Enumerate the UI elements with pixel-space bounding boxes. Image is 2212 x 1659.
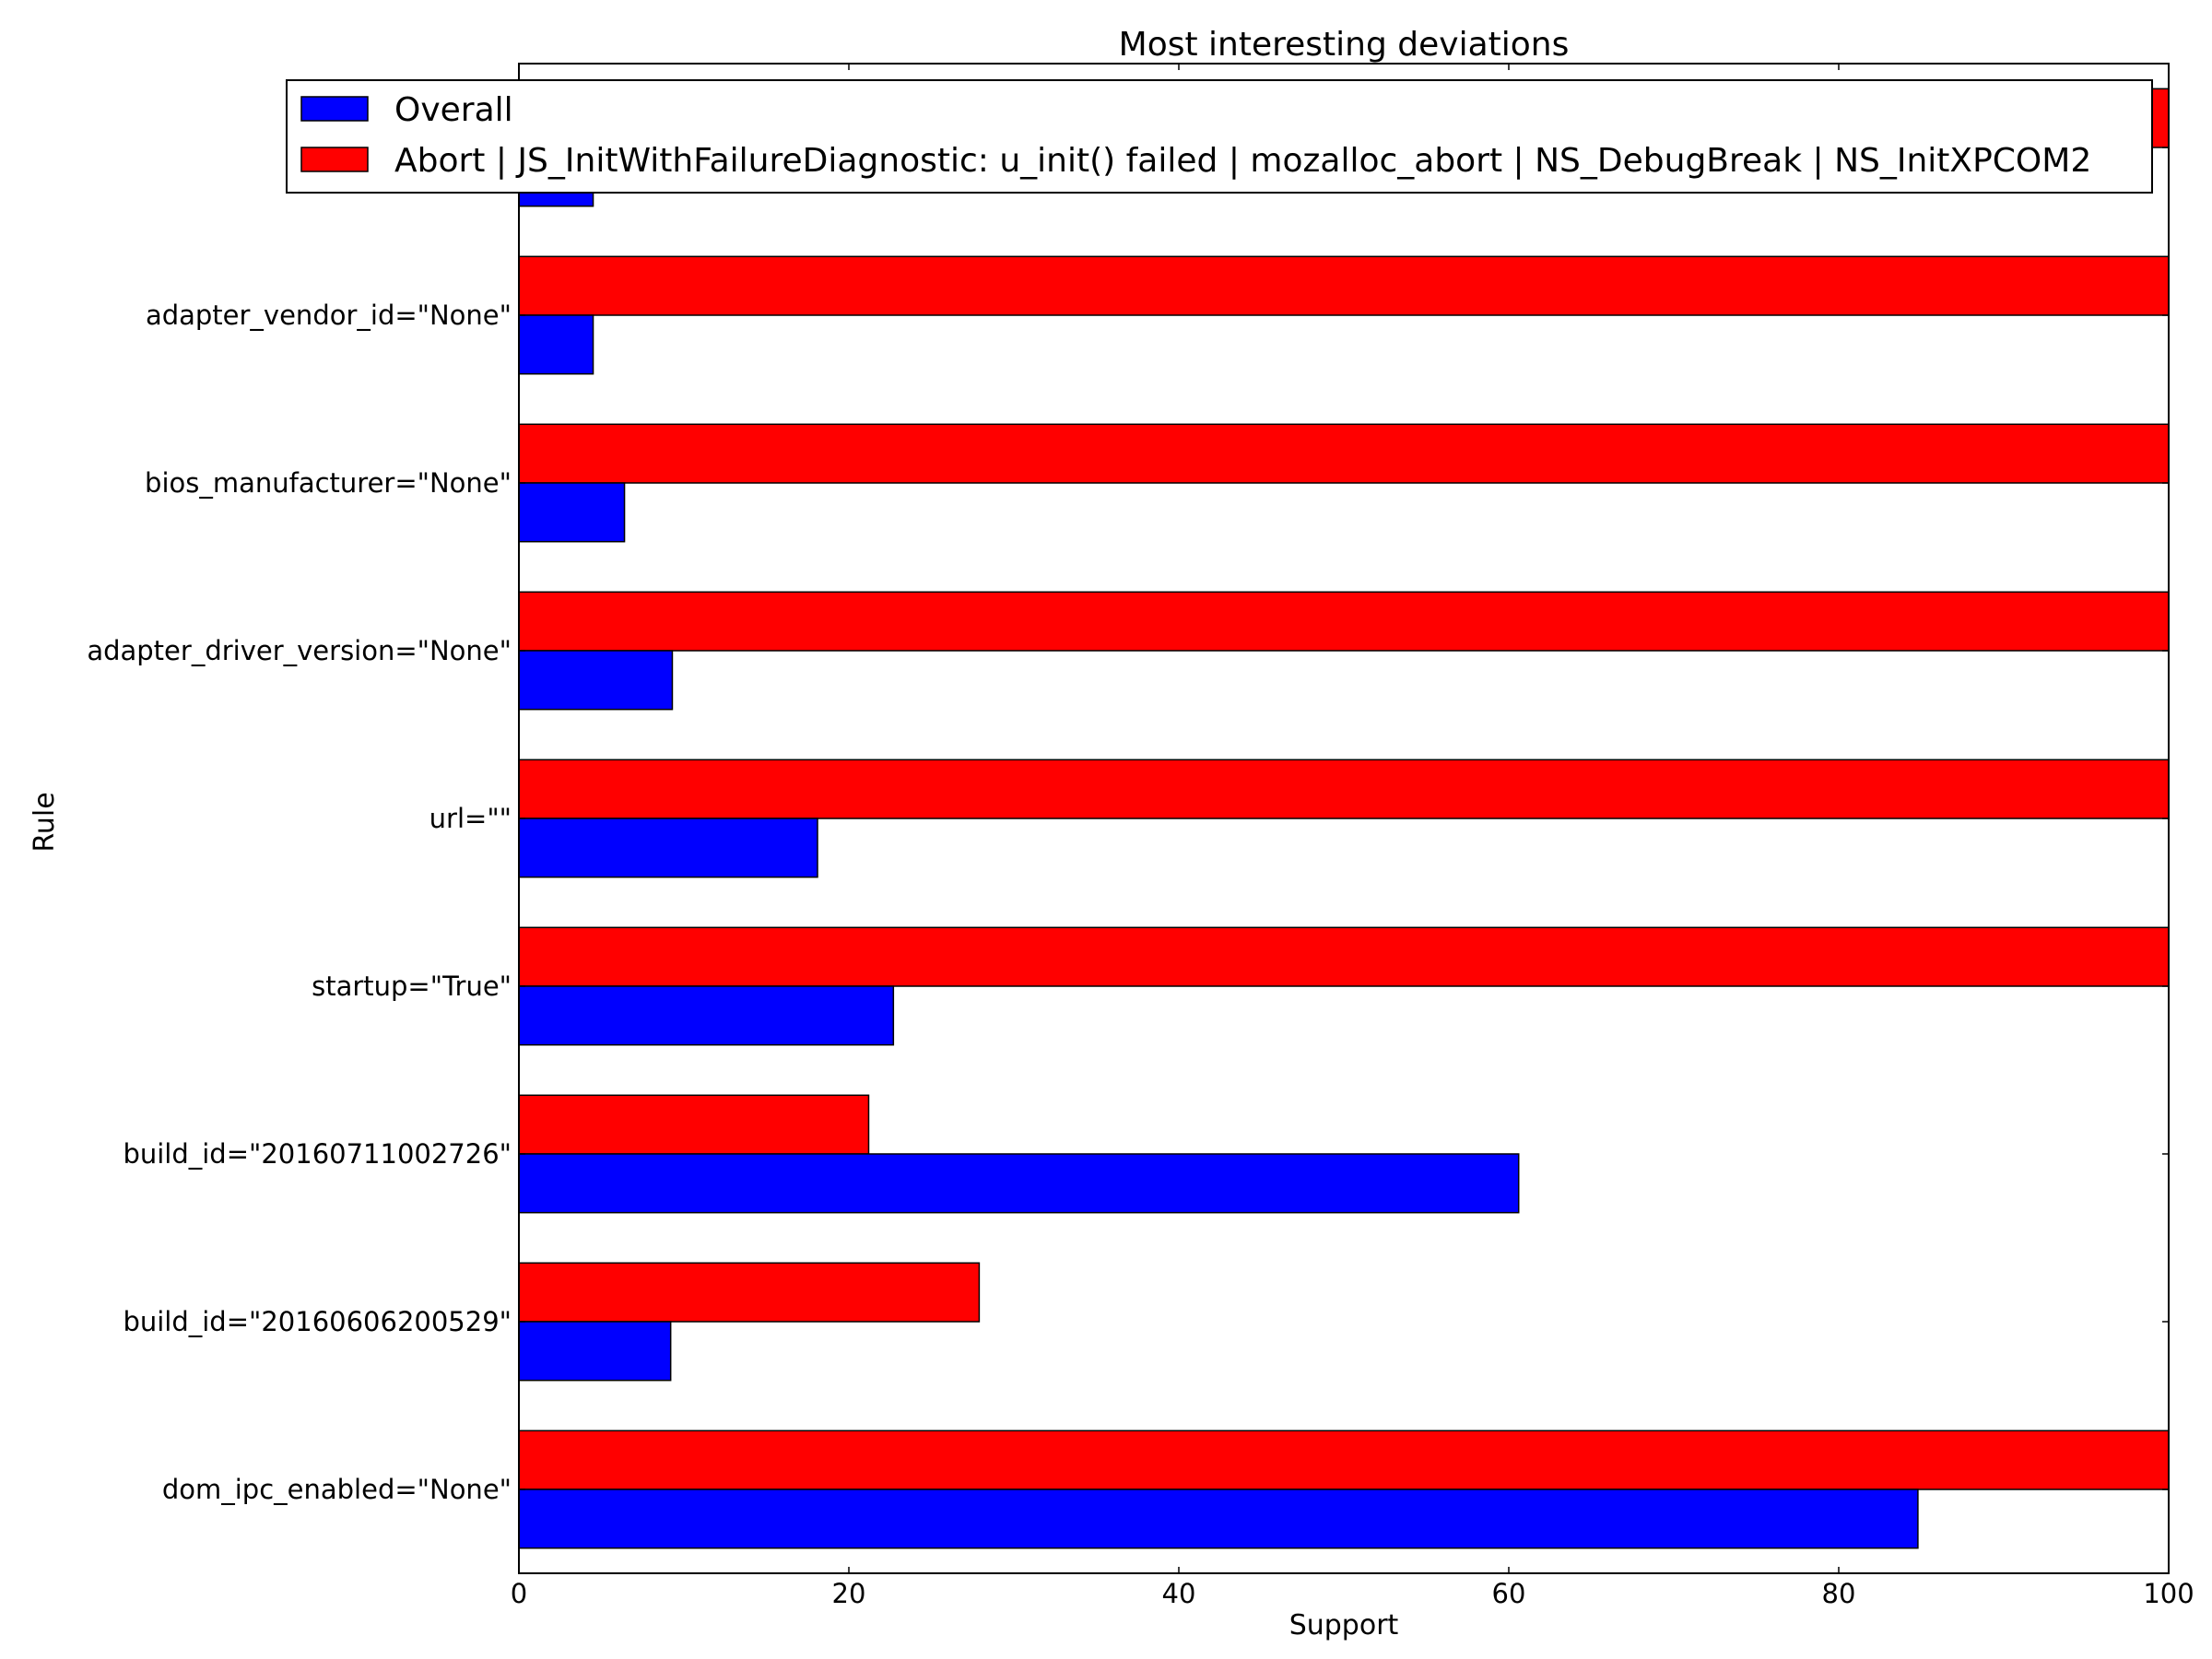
y-tick-label-7: build_id="20160606200529" [123, 1306, 512, 1337]
y-tick-label-6: build_id="20160711002726" [123, 1138, 512, 1170]
x-tick-label-2: 40 [1162, 1578, 1196, 1609]
bar-abort-3 [518, 591, 2170, 652]
legend-label-overall: Overall [394, 91, 513, 129]
y-tick-label-4: url="" [429, 803, 512, 834]
x-tick-label-4: 80 [1822, 1578, 1856, 1609]
legend-swatch-overall [300, 96, 369, 122]
x-tick-label-5: 100 [2143, 1578, 2194, 1609]
y-axis-label: Rule [29, 792, 61, 852]
bar-overall-8 [518, 1488, 1919, 1549]
legend: Overall Abort | JS_InitWithFailureDiagno… [286, 79, 2153, 194]
bar-abort-7 [518, 1262, 981, 1323]
x-axis-label: Support [1289, 1609, 1399, 1641]
x-axis-ticks: 0 20 40 60 80 100 [511, 64, 2194, 1609]
legend-label-abort: Abort | JS_InitWithFailureDiagnostic: u_… [394, 142, 2091, 180]
bar-overall-1 [518, 314, 594, 375]
bar-overall-7 [518, 1321, 672, 1382]
x-tick-label-1: 20 [832, 1578, 866, 1609]
chart-title: Most interesting deviations [1119, 26, 1570, 64]
legend-swatch-abort [300, 147, 369, 172]
bar-abort-8 [518, 1430, 2170, 1490]
y-tick-label-3: adapter_driver_version="None" [87, 635, 512, 666]
bar-overall-3 [518, 650, 674, 711]
plot-bars [518, 88, 2170, 1549]
bar-overall-4 [518, 818, 818, 878]
y-axis-ticks: adapter_deadapter_vendor_id="None"bios_m… [87, 132, 2169, 1505]
legend-box [286, 79, 2153, 194]
bar-abort-6 [518, 1094, 870, 1155]
bar-abort-2 [518, 423, 2170, 484]
bar-abort-1 [518, 255, 2170, 316]
y-tick-label-5: startup="True" [312, 971, 512, 1002]
bar-overall-5 [518, 985, 895, 1046]
bar-abort-5 [518, 926, 2170, 987]
bar-abort-4 [518, 759, 2170, 819]
y-tick-label-8: dom_ipc_enabled="None" [162, 1474, 512, 1505]
y-tick-label-1: adapter_vendor_id="None" [146, 300, 512, 331]
bar-overall-2 [518, 482, 626, 543]
y-tick-label-2: bios_manufacturer="None" [145, 467, 512, 499]
x-tick-label-0: 0 [511, 1578, 527, 1609]
bar-overall-6 [518, 1153, 1520, 1214]
x-tick-label-3: 60 [1492, 1578, 1526, 1609]
